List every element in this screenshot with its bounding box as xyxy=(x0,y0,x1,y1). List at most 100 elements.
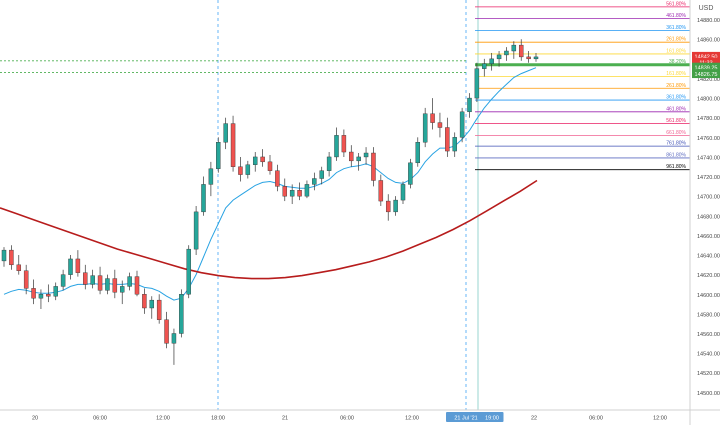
fib-level-label: 161.80% xyxy=(666,71,686,77)
candle-body xyxy=(430,113,435,123)
x-tick-label: 12:00 xyxy=(405,416,419,422)
candle-body xyxy=(142,294,147,309)
candle-body xyxy=(193,211,199,250)
candle-body xyxy=(385,200,391,213)
candle-body xyxy=(230,123,236,167)
fib-level-label: 38.20% xyxy=(669,59,687,65)
y-tick-label: 14500.00 xyxy=(697,391,720,397)
x-tick-label: 21 Jul '21 xyxy=(454,416,477,422)
candle-body xyxy=(297,190,302,197)
x-tick-label: 22 xyxy=(531,416,537,422)
candle-body xyxy=(16,264,22,271)
candle-body xyxy=(119,286,125,293)
candle-body xyxy=(467,97,472,113)
candle-body xyxy=(400,184,406,201)
candle-body xyxy=(156,299,162,320)
currency-label: USD xyxy=(699,5,714,12)
candle-body xyxy=(363,152,369,158)
y-tick-label: 14540.00 xyxy=(697,352,720,358)
y-tick-label: 14760.00 xyxy=(697,136,720,142)
ema-slow-line xyxy=(0,179,538,280)
candle-body xyxy=(216,142,221,169)
candle-body xyxy=(105,278,110,291)
candle-body xyxy=(334,135,339,158)
ema-fast-line xyxy=(3,67,537,301)
candle-body xyxy=(489,58,494,64)
candle-body xyxy=(326,156,332,171)
candle-body xyxy=(149,299,155,309)
fib-level-label: 561.80% xyxy=(666,1,686,7)
candle-body xyxy=(482,63,487,69)
y-tick-label: 14620.00 xyxy=(697,273,720,279)
candle-body xyxy=(289,190,295,197)
y-tick-label: 14680.00 xyxy=(697,214,720,220)
candle-body xyxy=(83,272,88,285)
candle-body xyxy=(90,275,95,285)
fib-level-label: 561.80% xyxy=(666,118,686,124)
candle-body xyxy=(452,137,457,152)
x-tick-label: 12:00 xyxy=(653,416,667,422)
candle-body xyxy=(496,54,502,60)
candlesticks xyxy=(1,39,539,365)
candle-body xyxy=(437,122,443,128)
price-tag-label: 14839.25 xyxy=(695,65,718,71)
x-tick-label: 12:00 xyxy=(156,416,170,422)
y-tick-label: 14660.00 xyxy=(697,234,720,240)
candle-body xyxy=(319,170,324,179)
candle-body xyxy=(186,248,191,295)
candle-body xyxy=(127,276,132,287)
candle-body xyxy=(504,50,509,56)
y-tick-label: 14860.00 xyxy=(697,38,720,44)
y-tick-label: 14520.00 xyxy=(697,371,720,377)
x-tick-label: 21 xyxy=(282,416,288,422)
candle-body xyxy=(112,278,118,293)
candle-body xyxy=(445,127,450,152)
candle-body xyxy=(134,276,140,295)
x-tick-label: 18:00 xyxy=(211,416,225,422)
x-tick-highlight xyxy=(446,412,486,422)
candle-body xyxy=(526,56,531,60)
y-tick-label: 14640.00 xyxy=(697,254,720,260)
y-tick-label: 14720.00 xyxy=(697,175,720,181)
price-tag-label: 14842.50 xyxy=(695,55,718,61)
fibonacci-levels: 561.80% 461.80% 361.80% 261.80% 161.80% 38.20… xyxy=(0,1,690,170)
candle-body xyxy=(60,274,66,287)
candle-body xyxy=(9,249,14,266)
y-tick-label: 14600.00 xyxy=(697,293,720,299)
price-tag xyxy=(692,51,720,61)
fib-level-label: 461.80% xyxy=(666,106,686,112)
y-tick-label: 14800.00 xyxy=(697,97,720,103)
candle-body xyxy=(23,270,29,289)
candle-body xyxy=(201,184,206,213)
price-tag xyxy=(692,57,720,67)
candle-body xyxy=(415,142,421,164)
fib-level-label: 361.80% xyxy=(666,25,686,31)
candle-body xyxy=(511,44,517,52)
x-tick-label: 06:00 xyxy=(93,416,107,422)
candle-body xyxy=(171,333,177,344)
candle-body xyxy=(275,170,280,187)
fib-level-label: 661.80% xyxy=(666,130,686,136)
candle-body xyxy=(518,44,524,58)
price-tag-label: 14826.75 xyxy=(695,72,718,78)
candle-body xyxy=(349,151,354,162)
candle-body xyxy=(474,68,480,99)
candle-body xyxy=(245,164,251,175)
fib-level-label: 961.80% xyxy=(666,164,686,170)
y-tick-label: 14820.00 xyxy=(697,77,720,83)
candle-body xyxy=(238,166,243,175)
moving-averages xyxy=(0,67,538,301)
candle-body xyxy=(393,199,398,213)
candle-body xyxy=(312,178,317,185)
x-tick-label: 06:00 xyxy=(589,416,603,422)
candle-body xyxy=(422,113,428,143)
x-tick-label: 06:00 xyxy=(340,416,354,422)
candle-body xyxy=(1,249,7,262)
candle-body xyxy=(68,258,73,275)
candle-body xyxy=(97,275,103,291)
candle-body xyxy=(53,286,58,297)
